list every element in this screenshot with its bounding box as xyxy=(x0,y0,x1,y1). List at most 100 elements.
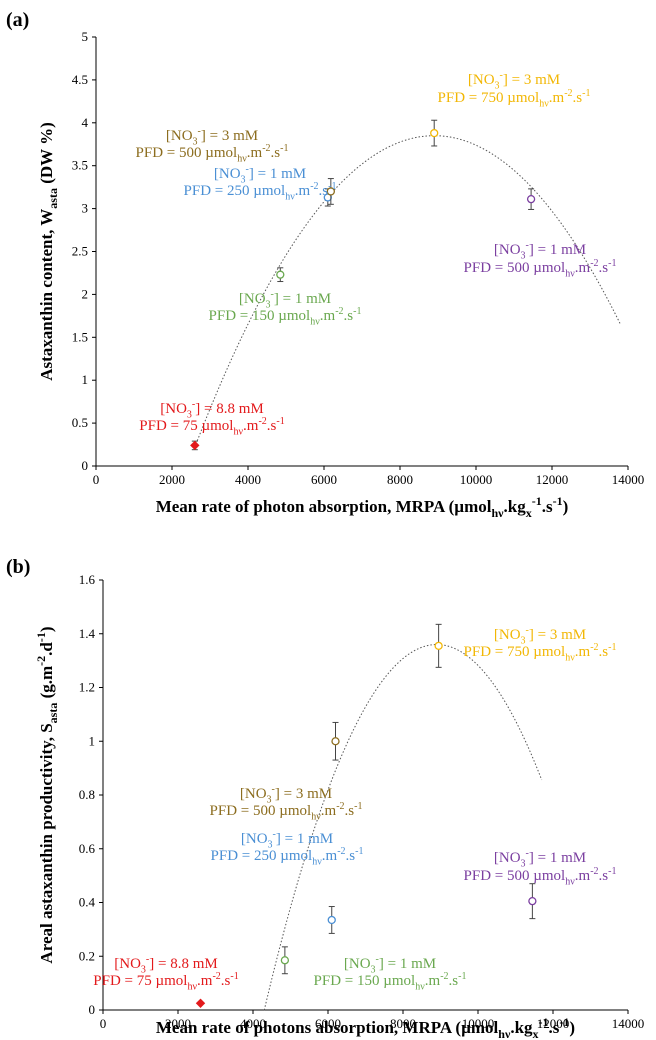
fit-curve xyxy=(194,135,621,448)
y-tick-label: 0.6 xyxy=(79,841,96,856)
data-point-4 xyxy=(326,178,335,205)
annotation-line1: [NO3-] = 8.8 mM xyxy=(160,399,263,421)
y-axis-title: Astaxanthin content, Wasta (DW %) xyxy=(37,122,60,381)
x-tick-label: 12000 xyxy=(537,1016,570,1031)
y-tick-label: 0.4 xyxy=(79,895,96,910)
chart-panel-b: (b) 0 2000 4000 6000 8000 10000 12000 14000 0 0.2 0… xyxy=(6,556,644,1040)
annotation-line1: [NO3-] = 1 mM xyxy=(494,848,586,870)
annotation-line1: [NO3-] = 3 mM xyxy=(240,784,332,806)
y-tick-label: 0.2 xyxy=(79,948,95,963)
annotation-line2: PFD = 150 µmolhν.m-2.s-1 xyxy=(314,971,467,993)
annotation-line2: PFD = 75 µmolhν.m-2.s-1 xyxy=(139,416,284,438)
data-point-6 xyxy=(528,883,537,920)
y-tick-label: 0.8 xyxy=(79,787,95,802)
y-tick-label: 3 xyxy=(82,201,89,216)
annotation-line1: [NO3-] = 1 mM xyxy=(214,164,306,186)
y-tick-label: 2 xyxy=(82,286,89,301)
annotation-line1: [NO3-] = 3 mM xyxy=(494,625,586,647)
annotation-line2: PFD = 750 µmolhν.m-2.s-1 xyxy=(438,88,591,110)
y-tick-label: 4.5 xyxy=(72,72,88,87)
annotation-line1: [NO3-] = 3 mM xyxy=(468,70,560,92)
annotation-line1: [NO3-] = 1 mM xyxy=(494,240,586,262)
x-axis-title: Mean rate of photon absorption, MRPA (µm… xyxy=(156,494,569,520)
data-point-2 xyxy=(276,267,285,283)
x-tick-label: 14000 xyxy=(612,472,645,487)
x-tick-label: 6000 xyxy=(311,472,337,487)
panel-label: (a) xyxy=(6,9,29,31)
x-tick-label: 6000 xyxy=(315,1016,341,1031)
circle-marker xyxy=(326,187,335,196)
circle-marker xyxy=(434,641,443,650)
annotation-line2: PFD = 500 µmolhν.m-2.s-1 xyxy=(210,801,363,823)
annotation-line1: [NO3-] = 3 mM xyxy=(166,126,258,148)
data-point-5 xyxy=(430,119,439,147)
circle-marker xyxy=(327,915,336,925)
annotation-line2: PFD = 75 µmolhν.m-2.s-1 xyxy=(93,971,238,993)
data-point-3 xyxy=(327,906,336,934)
y-tick-label: 1.4 xyxy=(79,626,96,641)
y-tick-label: 1.2 xyxy=(79,680,95,695)
x-axis-title: Mean rate of photons absorption, MRPA (µ… xyxy=(156,1015,575,1040)
x-tick-label: 2000 xyxy=(165,1016,191,1031)
y-tick-label: 2.5 xyxy=(72,244,88,259)
x-tick-label: 10000 xyxy=(462,1016,495,1031)
x-tick-label: 10000 xyxy=(460,472,493,487)
circle-marker xyxy=(526,195,536,204)
x-tick-label: 8000 xyxy=(390,1016,416,1031)
y-tick-label: 1 xyxy=(89,733,96,748)
annotation-line1: [NO3-] = 1 mM xyxy=(239,289,331,311)
annotation-line2: PFD = 750 µmolhν.m-2.s-1 xyxy=(464,642,617,664)
annotation-line1: [NO3-] = 8.8 mM xyxy=(114,954,217,976)
chart-panel-a: (a) 0 2000 4000 6000 8000 10000 12000 14000 0 0.5 1… xyxy=(6,9,644,520)
x-tick-label: 14000 xyxy=(612,1016,645,1031)
y-tick-label: 0.5 xyxy=(72,415,88,430)
x-tick-label: 12000 xyxy=(536,472,569,487)
x-tick-label: 4000 xyxy=(240,1016,266,1031)
x-tick-label: 0 xyxy=(93,472,100,487)
y-tick-label: 1 xyxy=(82,372,89,387)
data-point-6 xyxy=(526,188,536,210)
circle-marker xyxy=(430,128,439,138)
circle-marker xyxy=(528,897,537,906)
annotation-line1: [NO3-] = 1 mM xyxy=(241,829,333,851)
y-tick-label: 3.5 xyxy=(72,158,88,173)
y-tick-label: 5 xyxy=(82,29,89,44)
fit-curve xyxy=(263,644,543,1011)
data-point-4 xyxy=(331,721,340,761)
annotation-line2: PFD = 250 µmolhν.m-2.s-1 xyxy=(211,846,364,868)
y-axis-title: Areal astaxanthin productivity, Sasta (g… xyxy=(34,626,60,963)
y-tick-label: 4 xyxy=(82,115,89,130)
diamond-marker xyxy=(195,998,206,1008)
data-point-1 xyxy=(190,440,200,451)
annotation-line1: [NO3-] = 1 mM xyxy=(344,954,436,976)
panel-label: (b) xyxy=(6,556,30,578)
annotation-line2: PFD = 250 µmolhν.m-2.s-1 xyxy=(184,181,337,203)
y-tick-label: 0 xyxy=(89,1002,96,1017)
data-point-2 xyxy=(280,946,290,975)
circle-marker xyxy=(276,270,285,279)
annotation-line2: PFD = 500 µmolhν.m-2.s-1 xyxy=(464,866,617,888)
x-tick-label: 2000 xyxy=(159,472,185,487)
annotation-line2: PFD = 150 µmolhν.m-2.s-1 xyxy=(209,306,362,328)
diamond-marker xyxy=(190,440,200,451)
y-tick-label: 0 xyxy=(82,458,89,473)
x-tick-label: 8000 xyxy=(387,472,413,487)
circle-marker xyxy=(280,956,290,965)
y-tick-label: 1.5 xyxy=(72,329,88,344)
data-point-5 xyxy=(434,623,443,668)
x-tick-label: 0 xyxy=(100,1016,107,1031)
data-point-1 xyxy=(195,998,206,1008)
annotation-line2: PFD = 500 µmolhν.m-2.s-1 xyxy=(464,258,617,280)
